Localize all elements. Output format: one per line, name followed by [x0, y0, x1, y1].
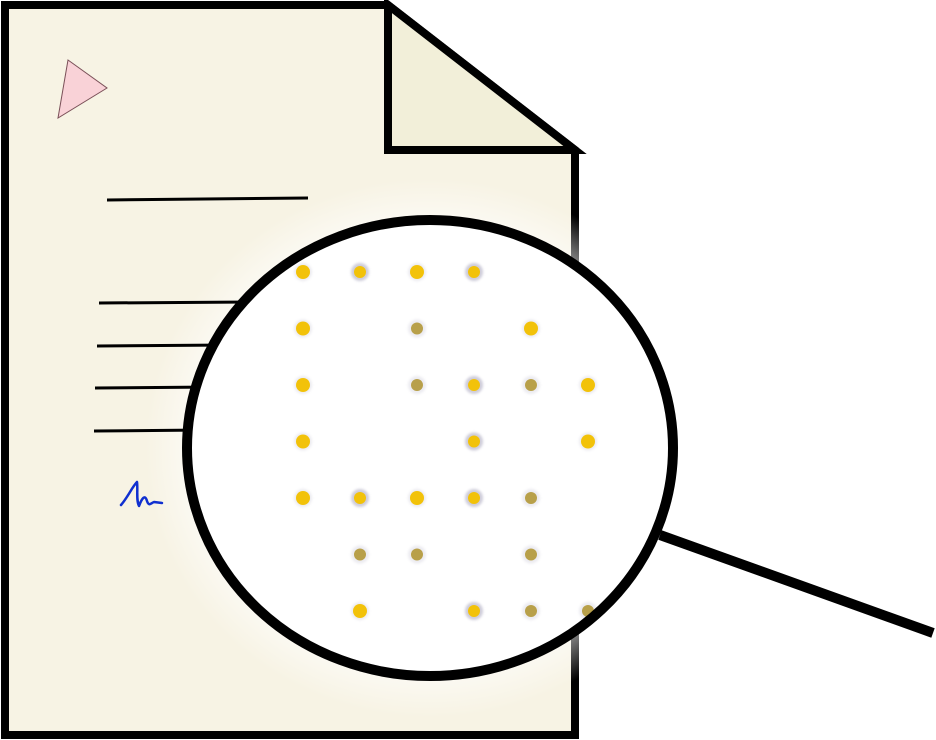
yellow-dot — [465, 376, 483, 394]
yellow-dot — [522, 489, 540, 507]
signature-icon — [119, 480, 164, 508]
yellow-dot — [408, 545, 426, 564]
text-line — [98, 300, 251, 305]
yellow-dot — [294, 263, 312, 281]
yellow-dot — [294, 432, 312, 451]
yellow-dot — [351, 545, 369, 564]
yellow-dot — [408, 376, 426, 394]
yellow-dot — [579, 376, 597, 394]
yellow-dot — [294, 319, 312, 338]
yellow-dot — [522, 319, 540, 338]
yellow-dot — [465, 602, 483, 620]
magnifier-handle — [658, 530, 935, 638]
yellow-dot — [579, 432, 597, 451]
magnifier-icon — [182, 215, 935, 681]
yellow-dot — [465, 263, 483, 281]
yellow-dot-pattern — [294, 263, 597, 620]
yellow-dot — [351, 263, 369, 281]
yellow-dot — [351, 489, 369, 507]
yellow-dot — [522, 376, 540, 394]
yellow-dot — [294, 489, 312, 507]
yellow-dot — [408, 319, 426, 338]
folded-corner-icon — [384, 0, 587, 154]
play-triangle-icon — [57, 59, 108, 120]
magnifier-rim — [182, 215, 678, 681]
yellow-dot — [294, 376, 312, 394]
heading-line — [106, 196, 309, 202]
yellow-dot — [522, 545, 540, 564]
yellow-dot — [351, 602, 369, 620]
yellow-dot — [465, 432, 483, 451]
yellow-dot — [522, 602, 540, 620]
yellow-dot — [465, 489, 483, 507]
yellow-dot — [408, 489, 426, 507]
yellow-dot — [408, 263, 426, 281]
